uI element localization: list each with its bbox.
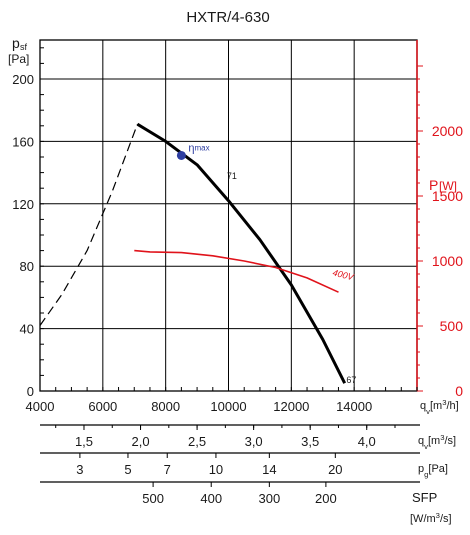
x-tick-label: 4000 bbox=[26, 399, 55, 414]
tick-labels: 4000 6000 8000 10000 12000 140000408012016020… bbox=[12, 72, 463, 416]
scale-1-tick-label: 3,5 bbox=[301, 434, 319, 449]
x-tick-label: 14000 bbox=[336, 399, 372, 414]
scale-3-unit-label: SFP bbox=[412, 490, 437, 505]
eta-max-marker bbox=[176, 150, 186, 160]
scale-1-unit-label: qv[m3/s] bbox=[418, 433, 456, 451]
y-tick-label: 120 bbox=[12, 197, 34, 212]
scale-1-tick-label: 4,0 bbox=[358, 434, 376, 449]
y-tick-label: 200 bbox=[12, 72, 34, 87]
power-series-label: 400V bbox=[332, 268, 356, 283]
y-tick-label: 160 bbox=[12, 134, 34, 149]
scale-3-tick-label: 300 bbox=[258, 491, 280, 506]
y2-tick-label: 500 bbox=[440, 318, 464, 334]
scale-3-unit-sublabel: [W/m3/s] bbox=[410, 511, 452, 526]
y-axis-label-main: p bbox=[12, 35, 20, 51]
scale-2-tick-label: 20 bbox=[328, 462, 342, 477]
scale-2-tick-label: 3 bbox=[76, 462, 83, 477]
eta-max-label: ηmax bbox=[188, 142, 209, 154]
y2-axis-label: P [W] bbox=[429, 177, 457, 193]
scale-1-tick-label: 3,0 bbox=[245, 434, 263, 449]
x-tick-label: 12000 bbox=[273, 399, 309, 414]
series-pressure-line bbox=[136, 122, 347, 384]
scale-1-tick-label: 1,5 bbox=[75, 434, 93, 449]
efficiency-end-label: 67 bbox=[346, 375, 356, 385]
y-axis-label-sub: sf bbox=[20, 42, 28, 52]
y-tick-label: 40 bbox=[20, 322, 34, 337]
scale-2-tick-label: 5 bbox=[124, 462, 131, 477]
x-tick-label: 8000 bbox=[151, 399, 180, 414]
series-power-line bbox=[134, 249, 339, 293]
y-axis-label-unit: [Pa] bbox=[8, 52, 29, 66]
y2-tick-label: 1500 bbox=[432, 188, 463, 204]
y2-axis-label-unit: [W] bbox=[439, 179, 457, 193]
y-tick-label: 0 bbox=[27, 384, 34, 399]
scale-2-unit-label: pg[Pa] bbox=[418, 463, 448, 479]
series-layer bbox=[39, 122, 347, 384]
chart-title: HXTR/4-630 bbox=[186, 9, 269, 26]
x-tick-label: 10000 bbox=[210, 399, 246, 414]
annotations: ηmax 71 67 400V bbox=[176, 142, 356, 385]
scale-1-tick-label: 2,0 bbox=[131, 434, 149, 449]
x-axis-unit-label: qv[m3/h] bbox=[420, 398, 459, 416]
efficiency-label: 71 bbox=[227, 171, 237, 181]
scale-2-tick-label: 10 bbox=[209, 462, 223, 477]
y2-tick-label: 2000 bbox=[432, 123, 463, 139]
y2-tick-label: 0 bbox=[455, 383, 463, 399]
scale-3-tick-label: 500 bbox=[142, 491, 164, 506]
grid bbox=[39, 40, 417, 392]
y2-axis-label-main: P bbox=[429, 177, 438, 193]
plot-frame bbox=[39, 39, 423, 392]
secondary-scales: 1,5 2,0 2,5 3,0 3,5 4,0 qv[m3/s] 3 5 7 10 14 20 pg[Pa… bbox=[40, 424, 456, 526]
scale-3-tick-label: 400 bbox=[200, 491, 222, 506]
y-tick-label: 80 bbox=[20, 259, 34, 274]
scale-2-tick-label: 7 bbox=[164, 462, 171, 477]
series-stall-line bbox=[39, 123, 138, 326]
scale-2-tick-label: 14 bbox=[262, 462, 276, 477]
scale-3-tick-label: 200 bbox=[315, 491, 337, 506]
y-axis-label: p sf [Pa] bbox=[8, 35, 29, 66]
scale-1-tick-label: 2,5 bbox=[188, 434, 206, 449]
x-tick-label: 6000 bbox=[88, 399, 117, 414]
y2-tick-label: 1000 bbox=[432, 253, 463, 269]
